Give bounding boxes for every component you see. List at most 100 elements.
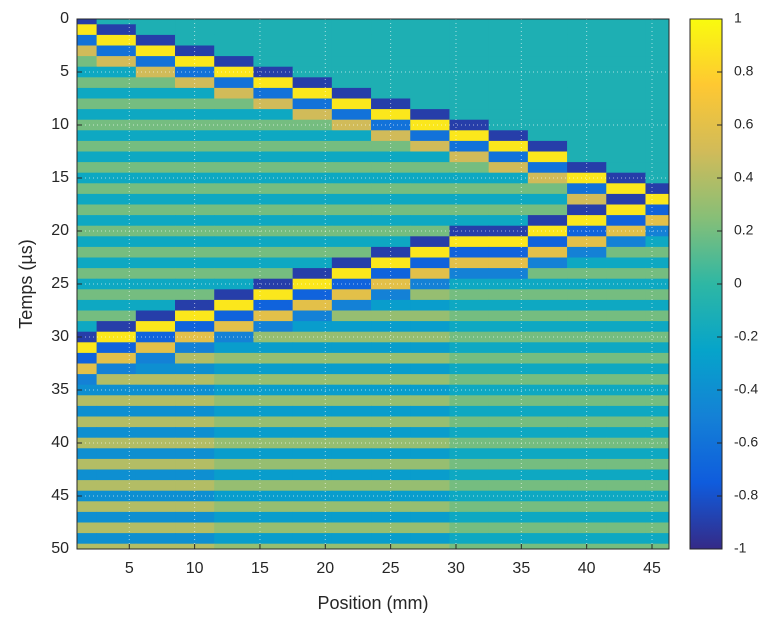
heat-cell	[214, 140, 254, 152]
x-tick-label: 30	[447, 560, 465, 577]
heat-cell	[77, 395, 98, 407]
heat-cell	[292, 130, 333, 142]
heat-cell	[645, 363, 669, 375]
heat-cell	[253, 130, 294, 142]
heat-cell	[488, 45, 529, 57]
heat-cell	[567, 24, 607, 36]
heat-cell	[135, 140, 176, 152]
heat-cell	[96, 225, 137, 237]
heat-cell	[449, 19, 490, 25]
heat-cell	[214, 511, 254, 523]
heat-cell	[292, 501, 333, 513]
heat-cell	[331, 331, 372, 343]
heat-cell	[96, 66, 137, 78]
heat-cell	[488, 511, 529, 523]
heat-cell	[214, 268, 254, 280]
heat-cell	[527, 268, 568, 280]
heat-cell	[214, 236, 254, 248]
heat-cell	[77, 236, 98, 248]
heat-cell	[606, 310, 646, 322]
heat-cell	[645, 511, 669, 523]
heat-cell	[488, 310, 529, 322]
heat-cell	[645, 289, 669, 301]
heat-cell	[96, 533, 137, 545]
heat-cell	[214, 427, 254, 439]
heat-cell	[567, 289, 607, 301]
heat-cell	[96, 289, 137, 301]
heat-cell	[527, 533, 568, 545]
heat-cell	[331, 480, 372, 492]
heat-cell	[527, 321, 568, 333]
heat-cell	[253, 162, 294, 174]
heat-cell	[253, 257, 294, 269]
heat-cell	[606, 172, 646, 184]
heat-cell	[331, 342, 372, 354]
heat-cell	[527, 19, 568, 25]
heat-cell	[331, 268, 372, 280]
heat-cell	[214, 66, 254, 78]
y-tick-label: 50	[51, 540, 69, 557]
heat-cell	[253, 109, 294, 121]
heat-cell	[527, 511, 568, 523]
heat-cell	[214, 215, 254, 227]
heat-cell	[135, 98, 176, 110]
heat-cell	[567, 172, 607, 184]
heat-cell	[527, 437, 568, 449]
heat-cell	[410, 289, 450, 301]
heat-cell	[606, 66, 646, 78]
heat-cell	[292, 458, 333, 470]
heat-cell	[488, 151, 529, 163]
heat-cell	[606, 511, 646, 523]
heat-cell	[96, 87, 137, 99]
heat-cell	[371, 458, 411, 470]
heat-cell	[488, 374, 529, 386]
heat-cell	[488, 246, 529, 258]
heat-cell	[96, 448, 137, 460]
heat-cell	[77, 183, 98, 195]
heat-cell	[410, 480, 450, 492]
heat-cell	[371, 119, 411, 131]
heat-cell	[488, 56, 529, 68]
heat-cell	[449, 501, 490, 513]
heat-cell	[253, 448, 294, 460]
heat-cell	[331, 183, 372, 195]
heat-cell	[292, 98, 333, 110]
heat-cell	[96, 543, 137, 549]
heat-cell	[410, 98, 450, 110]
heat-cell	[449, 246, 490, 258]
heat-cell	[331, 437, 372, 449]
heat-cell	[253, 511, 294, 523]
heat-cell	[96, 511, 137, 523]
heat-cell	[135, 109, 176, 121]
heat-cell	[292, 310, 333, 322]
heat-cell	[488, 66, 529, 78]
heat-cell	[645, 533, 669, 545]
heat-cell	[292, 215, 333, 227]
heat-cell	[488, 193, 529, 205]
heat-cell	[253, 321, 294, 333]
heat-cell	[449, 162, 490, 174]
x-tick-label: 40	[578, 560, 596, 577]
heat-cell	[135, 268, 176, 280]
heat-cell	[96, 331, 137, 343]
heat-cell	[606, 363, 646, 375]
heat-cell	[96, 172, 137, 184]
heat-cell	[292, 225, 333, 237]
heat-cell	[606, 533, 646, 545]
heat-cell	[77, 543, 98, 549]
heat-cell	[253, 215, 294, 227]
heat-cell	[567, 98, 607, 110]
heat-cell	[606, 289, 646, 301]
heat-cell	[77, 352, 98, 364]
heat-cell	[371, 480, 411, 492]
heat-cell	[567, 501, 607, 513]
heat-cell	[449, 215, 490, 227]
heat-cell	[135, 352, 176, 364]
heat-cell	[449, 289, 490, 301]
heat-cell	[449, 363, 490, 375]
heat-cell	[410, 268, 450, 280]
heat-cell	[606, 183, 646, 195]
heat-cell	[567, 331, 607, 343]
heat-cell	[527, 501, 568, 513]
heat-cell	[214, 151, 254, 163]
